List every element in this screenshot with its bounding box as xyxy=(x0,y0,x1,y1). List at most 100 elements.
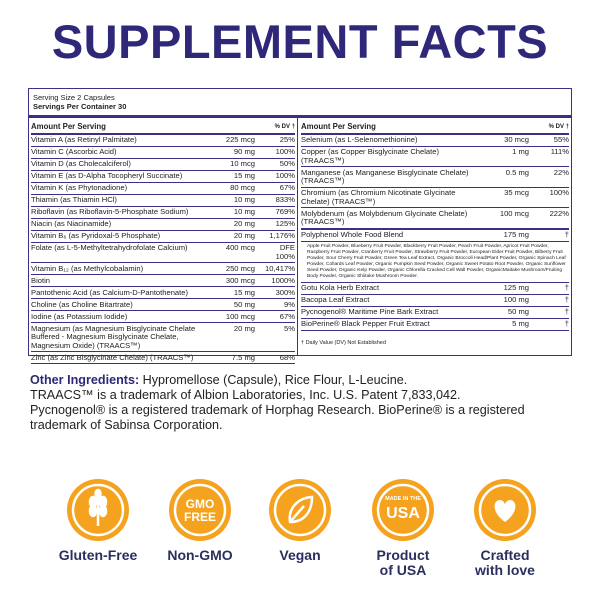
row: Chromium (as Chromium Nicotinate Glycina… xyxy=(301,188,569,209)
row: BioPerine® Black Pepper Fruit Extract 5 m… xyxy=(301,319,569,331)
daily-value: 300% xyxy=(275,287,295,297)
badge: Gluten-Free xyxy=(43,478,153,563)
amount: 400 mcg xyxy=(225,243,255,253)
badge: GMO FREE Non-GMO xyxy=(145,478,255,563)
nutrient-name: Manganese (as Manganese Bisglycinate Che… xyxy=(301,167,469,186)
nutrient-name: Riboflavin (as Riboflavin-5-Phosphate So… xyxy=(31,207,189,217)
daily-value: 111% xyxy=(550,147,569,157)
icon: GMO FREE xyxy=(169,479,231,541)
daily-value: 55% xyxy=(553,135,569,145)
row: Riboflavin (as Riboflavin-5-Phosphate So… xyxy=(31,207,295,219)
row: Pantothenic Acid (as Calcium-D-Pantothen… xyxy=(31,287,295,300)
daily-value: 50% xyxy=(279,159,295,169)
row: Vitamin D (as Cholecalciferol) 10 mcg 50% xyxy=(31,159,295,171)
servings-per-container: Servings Per Container 30 xyxy=(33,102,127,111)
amount: 90 mg xyxy=(233,147,255,157)
daily-value: 68% xyxy=(279,352,295,362)
amount: 0.5 mg xyxy=(505,167,529,177)
daily-value: 1000% xyxy=(271,275,295,285)
nutrient-name: Gotu Kola Herb Extract xyxy=(301,282,380,292)
nutrient-name: Copper (as Copper Bisglycinate Chelate) … xyxy=(301,147,440,165)
amount: 225 mcg xyxy=(225,135,255,145)
nutrient-name: Vitamin E (as D-Alpha Tocopheryl Succina… xyxy=(31,171,183,181)
daily-value: 100% xyxy=(275,147,295,157)
row: Selenium (as L-Selenomethionine) 30 mcg 55… xyxy=(301,135,569,147)
row: Manganese (as Manganese Bisglycinate Che… xyxy=(301,167,569,188)
row: Vitamin E (as D-Alpha Tocopheryl Succina… xyxy=(31,171,295,183)
left-column: Amount Per Serving % DV † Vitamin A (as Re… xyxy=(31,122,295,365)
nutrient-name: Vitamin B₁₂ (as Methylcobalamin) xyxy=(31,263,144,273)
header-row: Amount Per Serving % DV † xyxy=(31,122,295,135)
badge-label: with love xyxy=(475,562,535,578)
amount: 300 mcg xyxy=(225,275,255,285)
daily-value: † xyxy=(564,229,569,239)
amount: 30 mcg xyxy=(504,135,529,145)
amount: 50 mg xyxy=(507,306,529,316)
footnote: † Daily Value (DV) Not Established xyxy=(301,339,386,346)
badge-label: Gluten-Free xyxy=(58,547,138,563)
header-amount: Amount Per Serving xyxy=(301,122,376,132)
row: Bacopa Leaf Extract 100 mg † xyxy=(301,295,569,307)
icon-text: FREE xyxy=(184,510,216,524)
amount: 175 mg xyxy=(503,229,529,239)
title: SUPPLEMENT FACTS xyxy=(51,15,549,68)
header-row: Amount Per Serving % DV † xyxy=(301,122,569,135)
header-dv: % DV † xyxy=(548,124,569,131)
badge: Crafted with love xyxy=(450,478,560,578)
other-ingredients: Other Ingredients: Hypromellose (Capsule… xyxy=(30,373,575,433)
serving-size: Serving Size 2 Capsules xyxy=(33,93,115,102)
amount: 100 mcg xyxy=(499,208,529,218)
amount: 250 mcg xyxy=(225,263,255,273)
amount: 80 mcg xyxy=(230,183,255,193)
nutrient-name: Biotin xyxy=(31,275,50,285)
icon: MADE IN THE USA xyxy=(372,479,434,541)
trademark: TRAACS™ is a trademark of Albion Laborat… xyxy=(30,388,461,402)
daily-value: 769% xyxy=(275,207,295,217)
badge-label: Crafted xyxy=(480,547,530,563)
amount: 20 mg xyxy=(233,219,255,229)
amount: 10 mcg xyxy=(230,159,255,169)
row: Vitamin A (as Retinyl Palmitate) 225 mcg 2… xyxy=(31,135,295,147)
blend-description: Apple Fruit Powder, Blueberry Fruit Powd… xyxy=(301,242,569,283)
row: Vitamin B₁₂ (as Methylcobalamin) 250 mcg 1… xyxy=(31,263,295,276)
icon-text: MADE IN THE xyxy=(385,496,421,502)
nutrient-name: Zinc (as Zinc Bisglycinate Chelate) (TRA… xyxy=(31,352,194,362)
facts-box: Serving Size 2 Capsules Servings Per Con… xyxy=(28,88,572,365)
row: Vitamin C (Ascorbic Acid) 90 mg 100% xyxy=(31,147,295,159)
nutrient-name: Vitamin A (as Retinyl Palmitate) xyxy=(31,135,137,145)
badge-label: Non-GMO xyxy=(167,547,233,563)
amount: 35 mcg xyxy=(504,188,529,198)
daily-value: 5% xyxy=(284,323,295,333)
nutrient-name: Bacopa Leaf Extract xyxy=(301,294,370,304)
daily-value: DFE 100% xyxy=(275,243,295,261)
nutrient-name: Magnesium (as Magnesium Bisglycinate Che… xyxy=(31,323,196,350)
daily-value: 1,176% xyxy=(269,231,295,241)
amount: 50 mg xyxy=(233,299,255,309)
amount: 100 mg xyxy=(503,294,529,304)
nutrient-name: BioPerine® Black Pepper Fruit Extract xyxy=(301,318,430,328)
daily-value: 67% xyxy=(279,183,295,193)
nutrient-name: Vitamin D (as Cholecalciferol) xyxy=(31,159,131,169)
icon-text: USA xyxy=(386,505,420,522)
row: Thiamin (as Thiamin HCl) 10 mg 833% xyxy=(31,195,295,207)
nutrient-name: Vitamin B₆ (as Pyridoxal-5 Phosphate) xyxy=(31,231,161,241)
daily-value: † xyxy=(564,294,569,304)
amount: 15 mg xyxy=(233,171,255,181)
divider xyxy=(297,118,298,355)
daily-value: 25% xyxy=(279,135,295,145)
amount: 10 mg xyxy=(233,195,255,205)
amount: 15 mg xyxy=(233,287,255,297)
nutrient-name: Selenium (as L-Selenomethionine) xyxy=(301,135,418,145)
nutrient-name: Pycnogenol® Maritime Pine Bark Extract xyxy=(301,306,439,316)
trademark: Pycnogenol® is a registered trademark of… xyxy=(30,403,525,432)
icon xyxy=(474,479,536,541)
row: Zinc (as Zinc Bisglycinate Chelate) (TRA… xyxy=(31,352,295,365)
amount: 5 mg xyxy=(512,318,529,328)
badge-label: Vegan xyxy=(279,547,321,563)
row: Copper (as Copper Bisglycinate Chelate) … xyxy=(301,147,569,168)
row: Pycnogenol® Maritime Pine Bark Extract 50… xyxy=(301,307,569,319)
daily-value: † xyxy=(564,282,569,292)
daily-value: 100% xyxy=(275,171,295,181)
label: Other Ingredients: xyxy=(30,373,140,387)
